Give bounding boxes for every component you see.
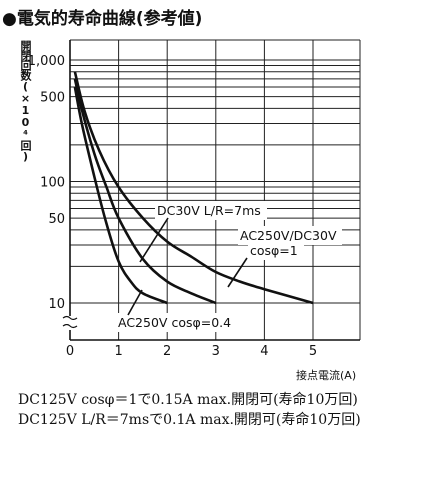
leader-line xyxy=(139,217,169,263)
annotation-ac250v-cos04-bg xyxy=(116,313,236,332)
series-ac250v-dc30v-cos1 xyxy=(73,71,314,305)
annotation-cosphi-1-bg xyxy=(248,241,304,260)
x-tick-label: 5 xyxy=(309,344,317,359)
x-axis-label: 接点電流(A) xyxy=(296,369,357,382)
annotation-dc30v-bg xyxy=(155,201,267,220)
chart-title: ●電気的寿命曲線(参考値) xyxy=(2,9,203,29)
annotation-ac250v-dc30v: AC250V/DC30V xyxy=(240,228,337,243)
annotation-ac250v-cos04: AC250V cosφ=0.4 xyxy=(118,315,231,330)
note-line-1: DC125V cosφ＝1で0.15A max.開閉可(寿命10万回) xyxy=(18,392,358,408)
x-tick-label: 0 xyxy=(66,344,74,359)
x-tick-label: 1 xyxy=(114,344,122,359)
leader-line xyxy=(127,289,143,316)
annotation-dc30v: DC30V L/R=7ms xyxy=(157,203,261,218)
y-tick-label: 1,000 xyxy=(28,54,65,69)
y-tick-label: 50 xyxy=(48,212,65,227)
annotation-cosphi-1: cosφ=1 xyxy=(250,243,298,258)
life-curve-chart: 10 50 100 500 1,000 0 1 2 3 4 5 DC30V L/R=7ms AC250V… xyxy=(28,39,361,359)
annotation-ac250v-dc30v-bg xyxy=(238,226,342,245)
leader-line xyxy=(227,257,248,288)
y-axis-label: 開閉回数(×10⁴回) xyxy=(19,40,32,162)
x-tick-label: 3 xyxy=(212,344,220,359)
axis-break-mark xyxy=(62,315,78,329)
series-dc30v-lr7ms xyxy=(73,78,217,305)
x-tick-label: 4 xyxy=(260,344,268,359)
note-line-2: DC125V L/R＝7msで0.1A max.開閉可(寿命10万回) xyxy=(18,412,361,428)
axis-break-gap xyxy=(64,320,76,324)
x-tick-label: 2 xyxy=(163,344,171,359)
y-tick-label: 100 xyxy=(40,176,65,191)
y-tick-label: 10 xyxy=(48,297,65,312)
y-tick-label: 500 xyxy=(40,91,65,106)
